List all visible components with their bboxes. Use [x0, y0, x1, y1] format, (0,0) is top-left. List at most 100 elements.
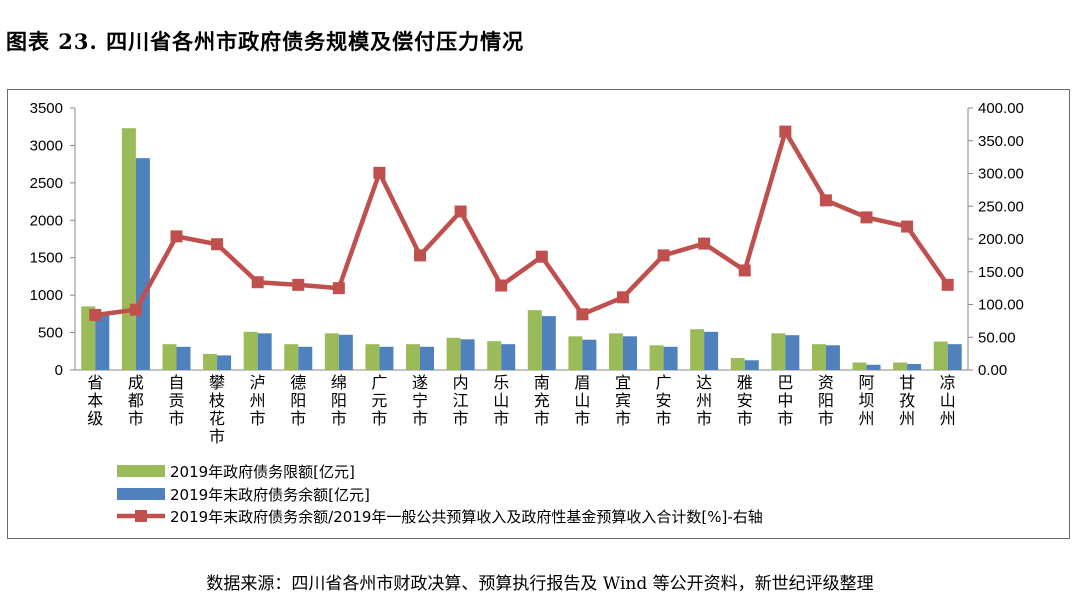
ratio-point: [738, 264, 751, 277]
bar-limit: [365, 344, 380, 370]
legend-swatch-balance: [117, 488, 165, 500]
bar-balance: [217, 355, 232, 370]
bar-balance: [501, 344, 516, 370]
bar-limit: [811, 344, 826, 370]
ratio-point: [454, 205, 467, 218]
bar-limit: [406, 344, 421, 370]
category-label: 广元市: [371, 373, 387, 428]
right-tick-label: 350.00: [978, 133, 1024, 150]
right-tick-label: 200.00: [978, 231, 1024, 248]
left-tick-label: 3000: [30, 137, 63, 154]
right-tick-label: 300.00: [978, 166, 1024, 183]
ratio-point: [251, 276, 264, 289]
category-label: 资阳市: [818, 373, 834, 428]
ratio-point: [860, 211, 873, 224]
ratio-point: [332, 282, 345, 295]
left-tick-label: 1500: [30, 250, 63, 267]
category-label: 德阳市: [290, 373, 306, 428]
ratio-point: [819, 194, 832, 207]
ratio-point: [373, 166, 386, 179]
ratio-point: [129, 303, 142, 316]
category-label: 凉山州: [940, 373, 956, 428]
bar-balance: [947, 344, 962, 370]
left-tick-label: 1000: [30, 287, 63, 304]
bar-limit: [730, 358, 745, 370]
ratio-point: [535, 250, 548, 263]
bar-balance: [582, 339, 597, 370]
bar-limit: [487, 341, 502, 370]
source-note: 数据来源：四川省各州市财政决算、预算执行报告及 Wind 等公开资料，新世纪评级…: [206, 574, 874, 594]
bar-balance: [460, 339, 475, 370]
bar-limit: [852, 362, 867, 370]
bar-limit: [446, 337, 461, 370]
right-tick-label: 150.00: [978, 264, 1024, 281]
bar-limit: [324, 333, 339, 370]
ratio-point: [89, 308, 102, 321]
category-label: 宜宾市: [615, 373, 631, 428]
ratio-point: [170, 230, 183, 243]
ratio-point: [576, 308, 589, 321]
bar-balance: [622, 336, 637, 370]
category-label: 乐山市: [493, 373, 509, 428]
bar-balance: [420, 346, 435, 370]
legend-swatch-limit: [117, 465, 165, 477]
bar-balance: [663, 346, 678, 370]
left-tick-label: 0: [55, 362, 63, 379]
category-label: 巴中市: [777, 373, 793, 428]
category-label: 成都市: [128, 373, 144, 428]
legend-label: 2019年政府债务限额[亿元]: [170, 463, 355, 481]
bar-limit: [527, 310, 542, 370]
category-label: 甘孜州: [899, 373, 915, 428]
bar-limit: [284, 344, 299, 370]
ratio-point: [779, 125, 792, 138]
category-label: 达州市: [696, 373, 712, 428]
bar-balance: [866, 364, 881, 370]
category-label: 眉山市: [574, 373, 590, 428]
right-tick-label: 100.00: [978, 297, 1024, 314]
left-tick-label: 3500: [30, 100, 63, 117]
ratio-point: [292, 278, 305, 291]
bar-limit: [608, 333, 623, 370]
bar-balance: [135, 158, 150, 370]
ratio-line: [89, 125, 954, 321]
ratio-point: [901, 220, 914, 233]
ratio-point: [211, 238, 224, 251]
category-label: 自贡市: [168, 373, 184, 428]
bar-limit: [243, 331, 258, 370]
legend-swatch-ratio-marker: [135, 510, 147, 522]
category-label: 遂宁市: [412, 373, 428, 428]
ratio-point: [698, 237, 711, 250]
category-label: 攀枝花市: [209, 373, 225, 446]
bar-balance: [176, 346, 191, 370]
bar-balance: [541, 316, 556, 370]
category-label: 南充市: [534, 373, 550, 428]
right-tick-label: 50.00: [978, 329, 1016, 346]
legend-label: 2019年末政府债务余额/2019年一般公共预算收入及政府性基金预算收入合计数[…: [170, 508, 763, 526]
bar-limit: [893, 362, 908, 370]
left-tick-label: 500: [38, 325, 63, 342]
bar-balance: [95, 312, 110, 370]
category-label: 内江市: [453, 373, 469, 428]
ratio-series-line: [95, 129, 950, 318]
bar-balance: [379, 346, 394, 370]
bar-limit: [649, 345, 664, 370]
bar-balance: [257, 333, 272, 370]
bar-balance: [704, 331, 719, 370]
bar-balance: [907, 364, 922, 370]
bar-limit: [203, 353, 218, 370]
legend: 2019年政府债务限额[亿元] 2019年末政府债务余额[亿元] 2019年末政府债…: [117, 463, 763, 526]
bar-balance: [785, 335, 800, 370]
axes: 0 500 1000 1500 2000 2500 3000 3500 0.00 50.00 100…: [30, 100, 1024, 379]
category-label: 泸州市: [250, 373, 266, 428]
category-label: 绵阳市: [331, 373, 347, 428]
bar-limit: [690, 329, 705, 370]
ratio-point: [657, 249, 670, 262]
bar-balance: [298, 346, 313, 370]
right-tick-label: 0.00: [978, 362, 1007, 379]
chart-frame: [7, 89, 1070, 539]
ratio-point: [414, 249, 427, 262]
category-labels: 省本级 成都市 自贡市 攀枝花市 泸州市 德阳市 绵阳市 广元市 遂宁市 内江市 乐山市 南充市 眉山市…: [87, 373, 955, 446]
category-label: 阿坝州: [859, 373, 875, 428]
bar-limit: [81, 306, 96, 370]
chart: 0 500 1000 1500 2000 2500 3000 3500 0.00 50.00 100…: [30, 100, 1024, 526]
